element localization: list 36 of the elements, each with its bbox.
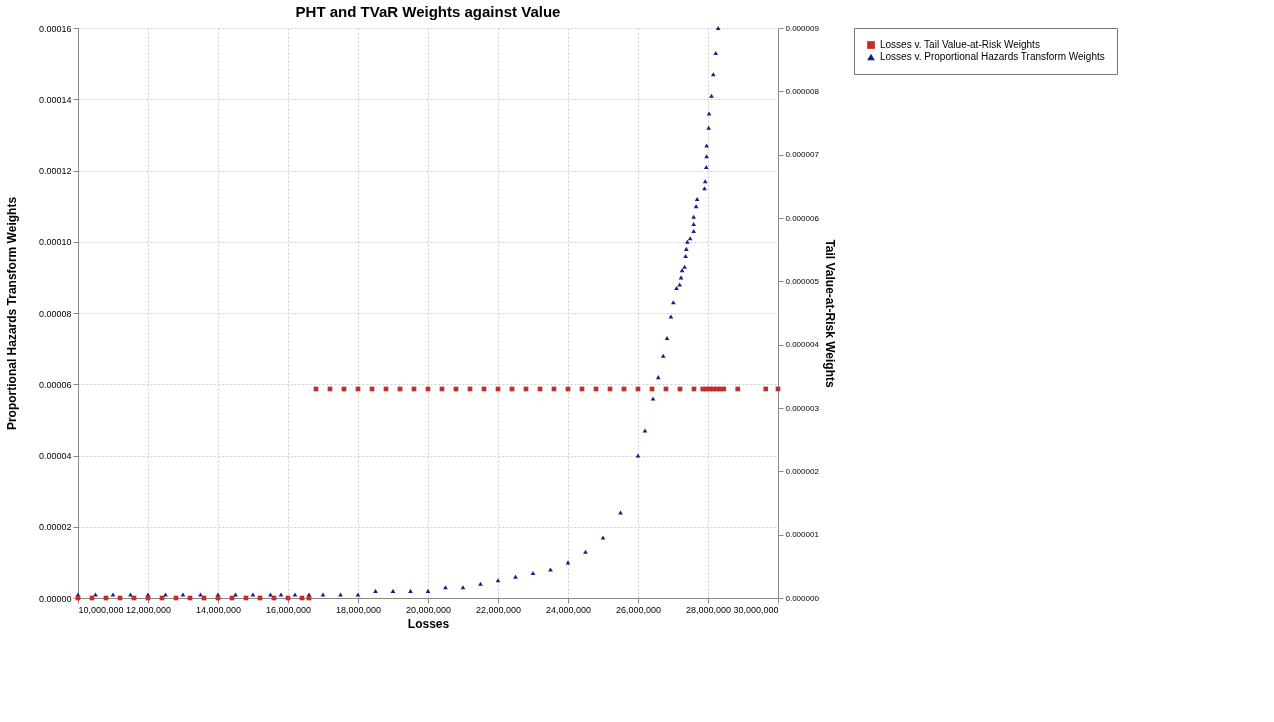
x-tick-label: 14,000,000 [195,604,242,615]
y-tick-label: 0.00012 [38,166,72,176]
x-tick-label: 18,000,000 [335,604,382,615]
x-tick-label: 28,000,000 [685,604,732,615]
x-tick-label: 16,000,000 [265,604,312,615]
y-tick-label: 0.00004 [38,451,72,461]
y-tick-label: 0.00014 [38,94,72,105]
x-tick-label: 30,000,000 [733,604,779,615]
x-tick-label: 10,000,000 [78,604,124,615]
y-tick-label: 0.00006 [38,379,72,390]
legend-label: Losses v. Tail Value-at-Risk Weights [880,39,1040,50]
x-tick-label: 12,000,000 [125,604,172,615]
y-tick-label: 0.00010 [38,237,72,248]
y2-tick-label: 0.000006 [785,213,820,223]
y2-tick-label: 0.000004 [785,340,820,350]
y2-axis-title: Tail Value-at-Risk Weights [822,239,837,388]
y2-tick-label: 0.000000 [785,593,820,603]
y2-tick-label: 0.000003 [785,403,820,413]
x-tick-label: 26,000,000 [615,604,662,615]
y-axis-title: Proportional Hazards Transform Weights [4,196,19,431]
x-axis-title: Losses [407,616,450,631]
y2-tick-label: 0.000007 [785,150,820,160]
x-tick-label: 20,000,000 [405,604,452,615]
y-tick-label: 0.00016 [38,23,72,34]
y2-tick-label: 0.000009 [785,23,820,33]
legend-label: Losses v. Proportional Hazards Transform Weights [880,51,1105,62]
x-tick-label: 24,000,000 [545,604,592,615]
y-tick-label: 0.00000 [38,593,72,604]
y-tick-label: 0.00008 [38,308,72,319]
y-tick-label: 0.00002 [38,522,72,533]
y2-tick-label: 0.000002 [785,466,820,476]
y2-tick-label: 0.000005 [785,276,820,286]
y2-tick-label: 0.000008 [785,86,820,96]
chart-title: PHT and TVaR Weights against Value [295,3,561,20]
y2-tick-label: 0.000001 [785,530,820,540]
x-tick-label: 22,000,000 [475,604,522,615]
